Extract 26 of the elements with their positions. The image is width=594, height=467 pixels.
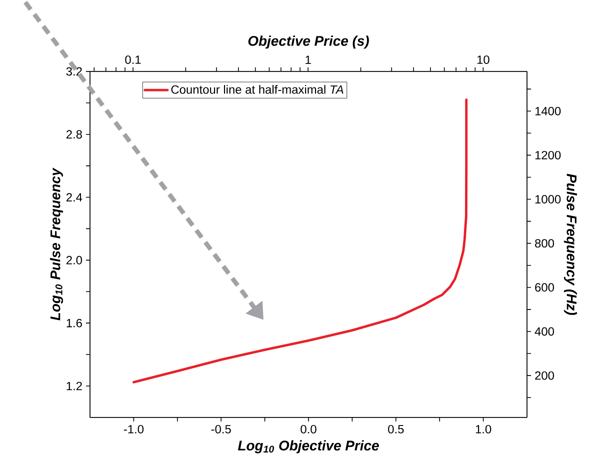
y2-tick-label: 1400 [535, 106, 561, 116]
x-tick-label: 0.0 [300, 424, 316, 434]
x-tick-label: 1.0 [476, 424, 492, 434]
x2-tick-label: 1 [306, 55, 311, 64]
y2-tick-label: 200 [535, 371, 554, 380]
y-tick-label: 1.2 [66, 382, 82, 390]
y-tick-label: 2.4 [66, 192, 82, 202]
y2-tick-label: 1200 [535, 150, 561, 160]
y2-tick-label: 600 [535, 282, 554, 292]
x-tick-label: -0.5 [211, 424, 231, 434]
x2-tick-label: 0.1 [125, 55, 141, 64]
x2-axis-title: Objective Price (s) [248, 35, 369, 48]
y2-axis-title: Pulse Frequency (Hz) [564, 174, 577, 315]
y-tick-label: 2.8 [66, 130, 82, 138]
x2-tick-label: 10 [477, 55, 490, 64]
y2-tick-label: 400 [534, 327, 554, 336]
x-axis-title: Log$_{10}$ Objective Price [238, 440, 379, 454]
line-series [132, 98, 468, 384]
y2-tick-label: 800 [535, 238, 554, 248]
y-tick-label: 1.6 [66, 318, 82, 328]
x-tick-label: 0.5 [388, 424, 404, 434]
x-tick-label: -1.0 [124, 424, 144, 434]
legend-label: Countour line at half-maximal TA [171, 84, 344, 94]
y-tick-label: 2.0 [66, 256, 82, 264]
y2-tick-label: 1000 [535, 194, 561, 204]
y-axis-title: Log$_{10}$ Pulse Frequency [50, 167, 64, 320]
